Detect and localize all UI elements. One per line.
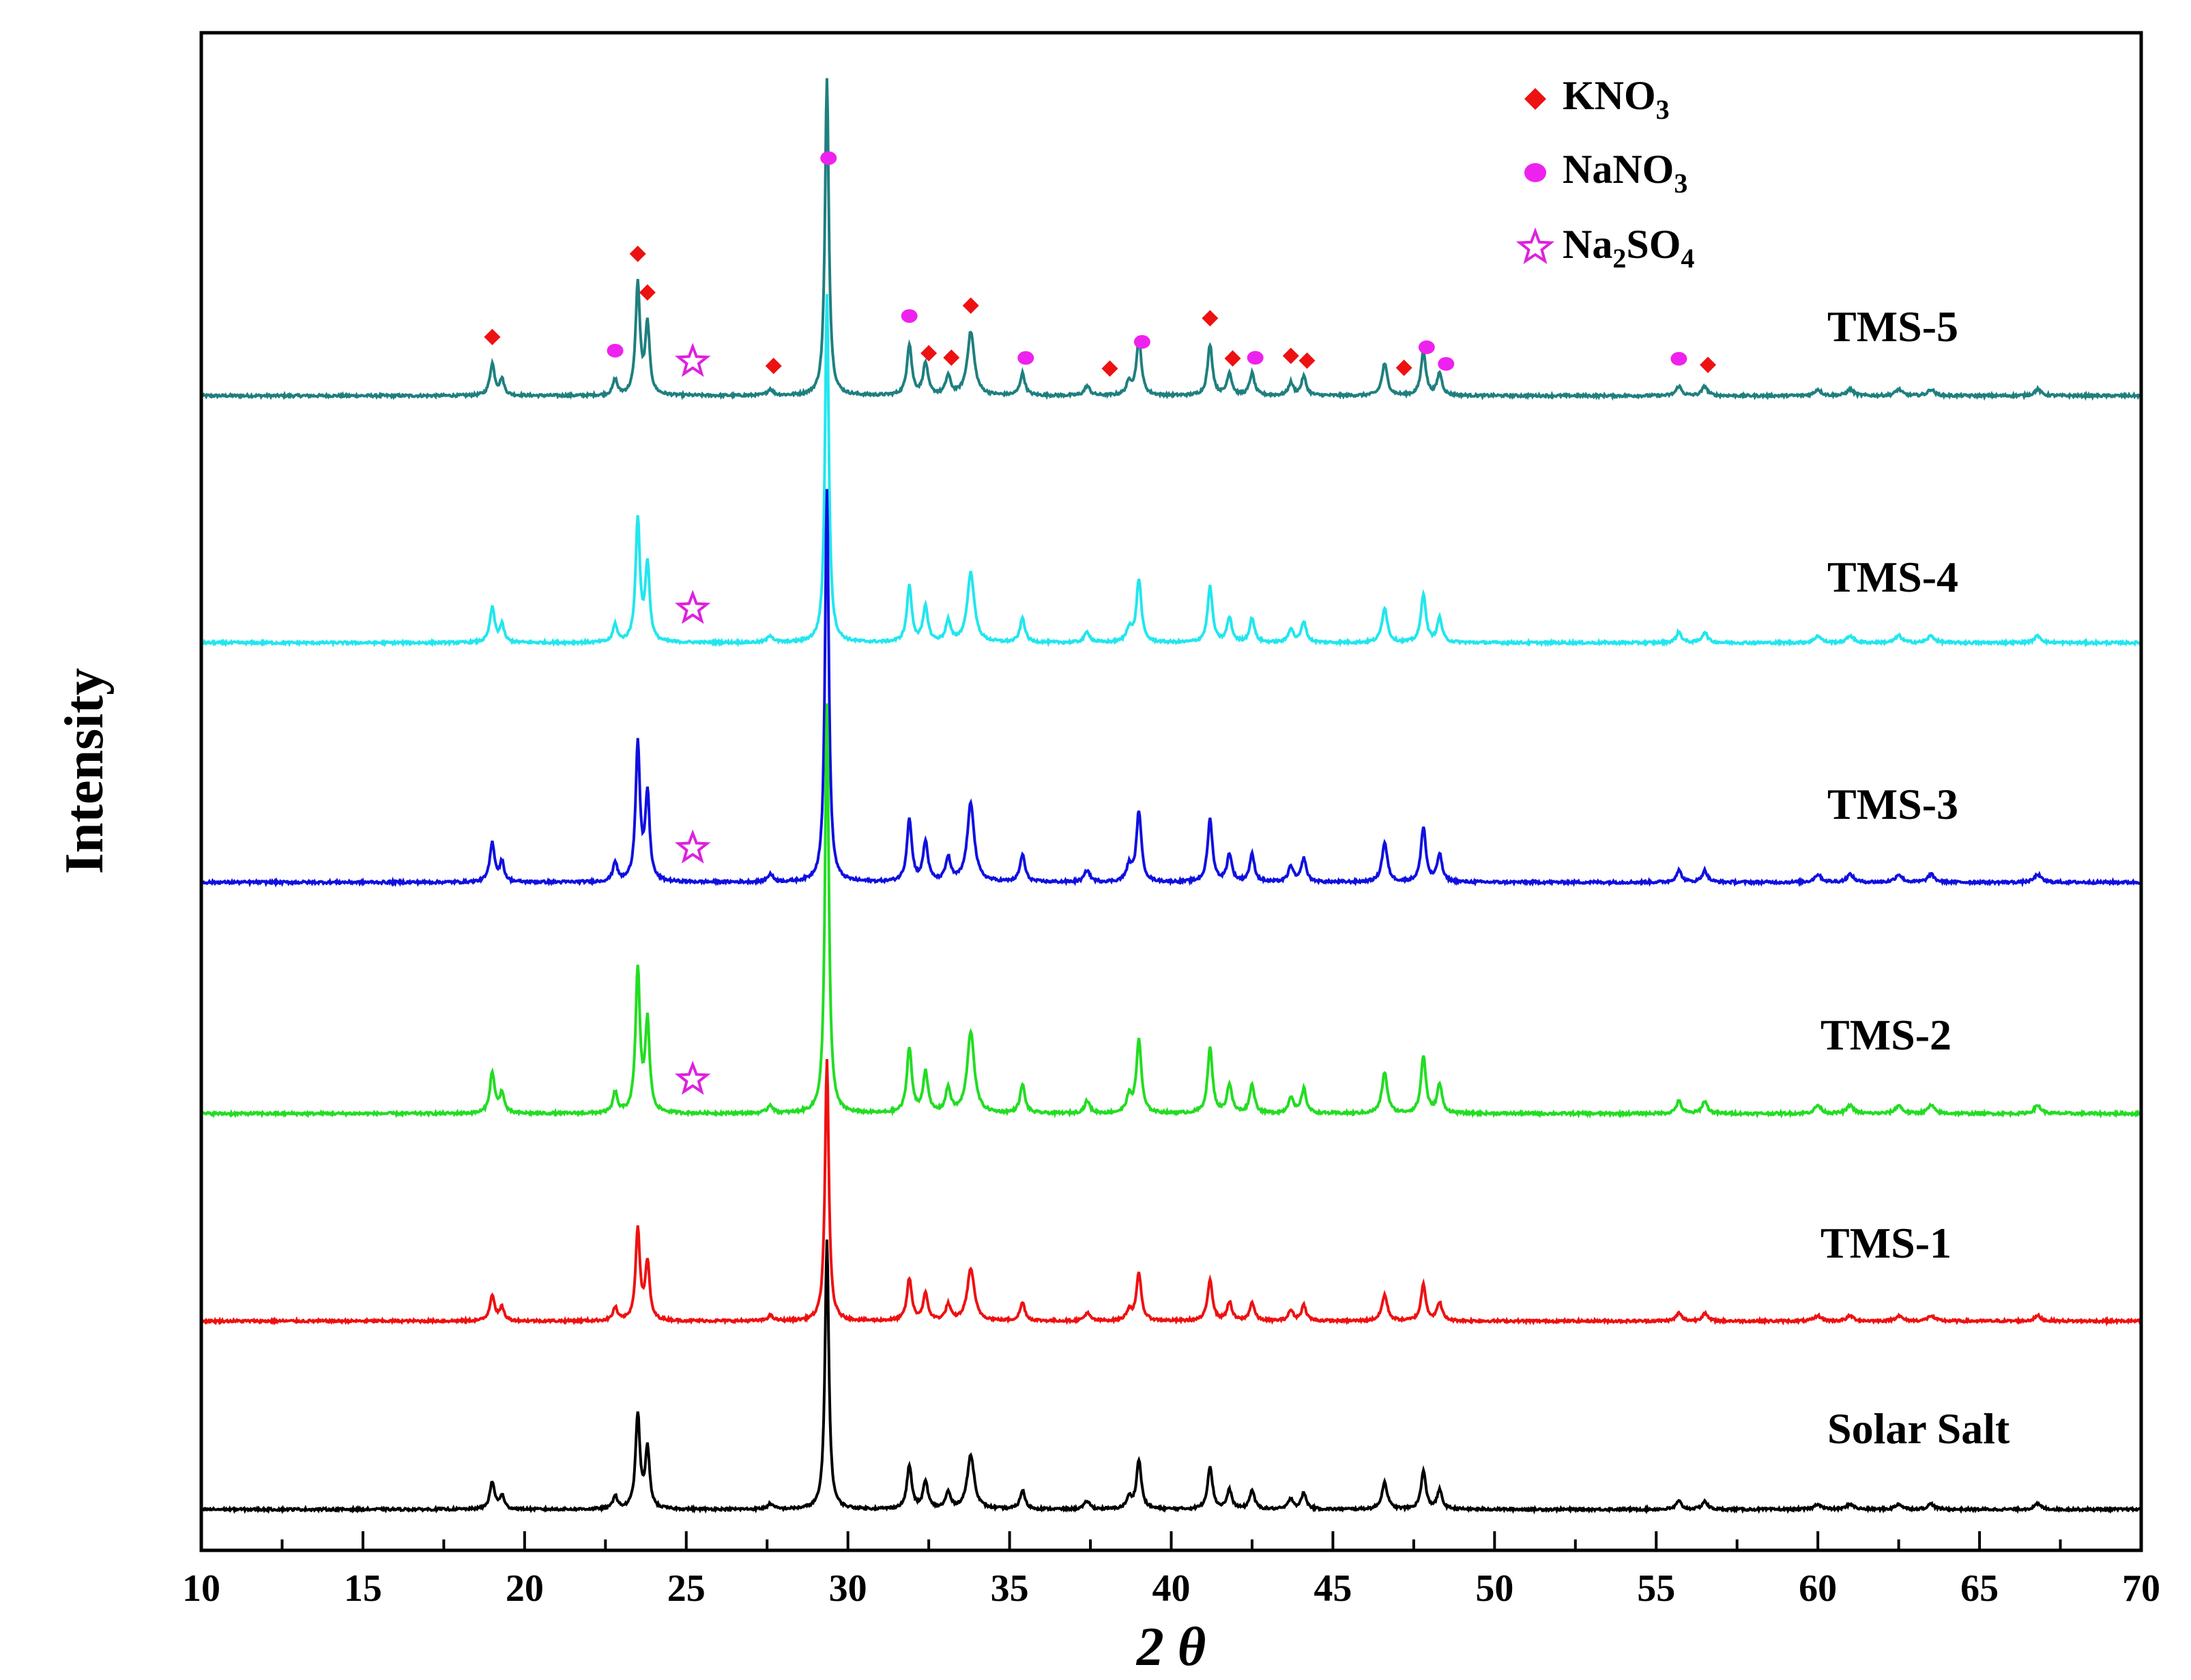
kno3-marker [1298,352,1316,369]
legend-label-na2so4: Na2SO4 [1563,222,1694,274]
x-tick-label: 45 [1314,1567,1352,1610]
x-tick-label: 55 [1637,1567,1675,1610]
series-label-tms-3: TMS-3 [1827,780,1958,828]
series-label-tms-1: TMS-1 [1820,1219,1951,1267]
kno3-marker [1700,356,1717,373]
x-tick-label: 20 [506,1567,544,1610]
nano3-marker [1418,340,1435,354]
na2so4-marker [674,829,711,864]
trace-solar-salt [200,1239,2142,1515]
legend-label-nano3: NaNO3 [1563,147,1687,199]
nano3-marker [820,151,837,165]
nano3-marker [1247,351,1264,365]
trace-tms-2 [200,703,2142,1119]
na2so4-marker [674,343,711,377]
x-tick-label: 35 [991,1567,1029,1610]
nano3-marker [1438,357,1455,371]
kno3-marker [1395,359,1412,376]
x-tick-label: 65 [1960,1567,1999,1610]
series-label-tms-2: TMS-2 [1820,1011,1951,1059]
legend-nano3-marker [1524,163,1546,182]
series-label-tms-5: TMS-5 [1827,302,1958,351]
trace-tms-4 [201,294,2143,648]
kno3-marker [962,297,979,314]
x-tick-label: 10 [182,1567,220,1610]
y-axis-title: Intensity [55,668,115,874]
trace-tms-1 [200,1058,2143,1327]
kno3-marker [943,349,960,366]
trace-tms-5 [200,78,2142,401]
nano3-marker [1017,351,1034,365]
kno3-marker [629,246,646,263]
x-axis-title: 2 θ [1136,1617,1206,1677]
kno3-marker [1224,350,1241,367]
trace-tms-3 [200,489,2141,888]
legend-kno3-marker [1524,88,1546,110]
nano3-marker [1133,335,1150,349]
x-tick-label: 25 [667,1567,706,1610]
na2so4-marker [674,590,711,624]
x-tick-label: 15 [344,1567,382,1610]
kno3-marker [639,284,656,301]
kno3-marker [1202,310,1219,327]
kno3-marker [765,358,782,375]
x-tick-label: 40 [1152,1567,1191,1610]
na2so4-marker [674,1060,711,1095]
x-tick-label: 30 [829,1567,867,1610]
kno3-marker [484,328,501,345]
legend-na2so4-marker [1515,227,1555,265]
series-label-tms-4: TMS-4 [1827,553,1958,601]
nano3-marker [901,309,918,323]
x-tick-label: 70 [2122,1567,2160,1610]
nano3-marker [607,343,624,358]
kno3-marker [1282,347,1299,364]
kno3-marker [920,345,938,362]
x-tick-label: 60 [1799,1567,1837,1610]
nano3-marker [1670,351,1687,366]
x-tick-label: 50 [1475,1567,1513,1610]
kno3-marker [1101,360,1118,377]
legend-label-kno3: KNO3 [1563,73,1670,125]
series-label-solar-salt: Solar Salt [1827,1404,2010,1453]
